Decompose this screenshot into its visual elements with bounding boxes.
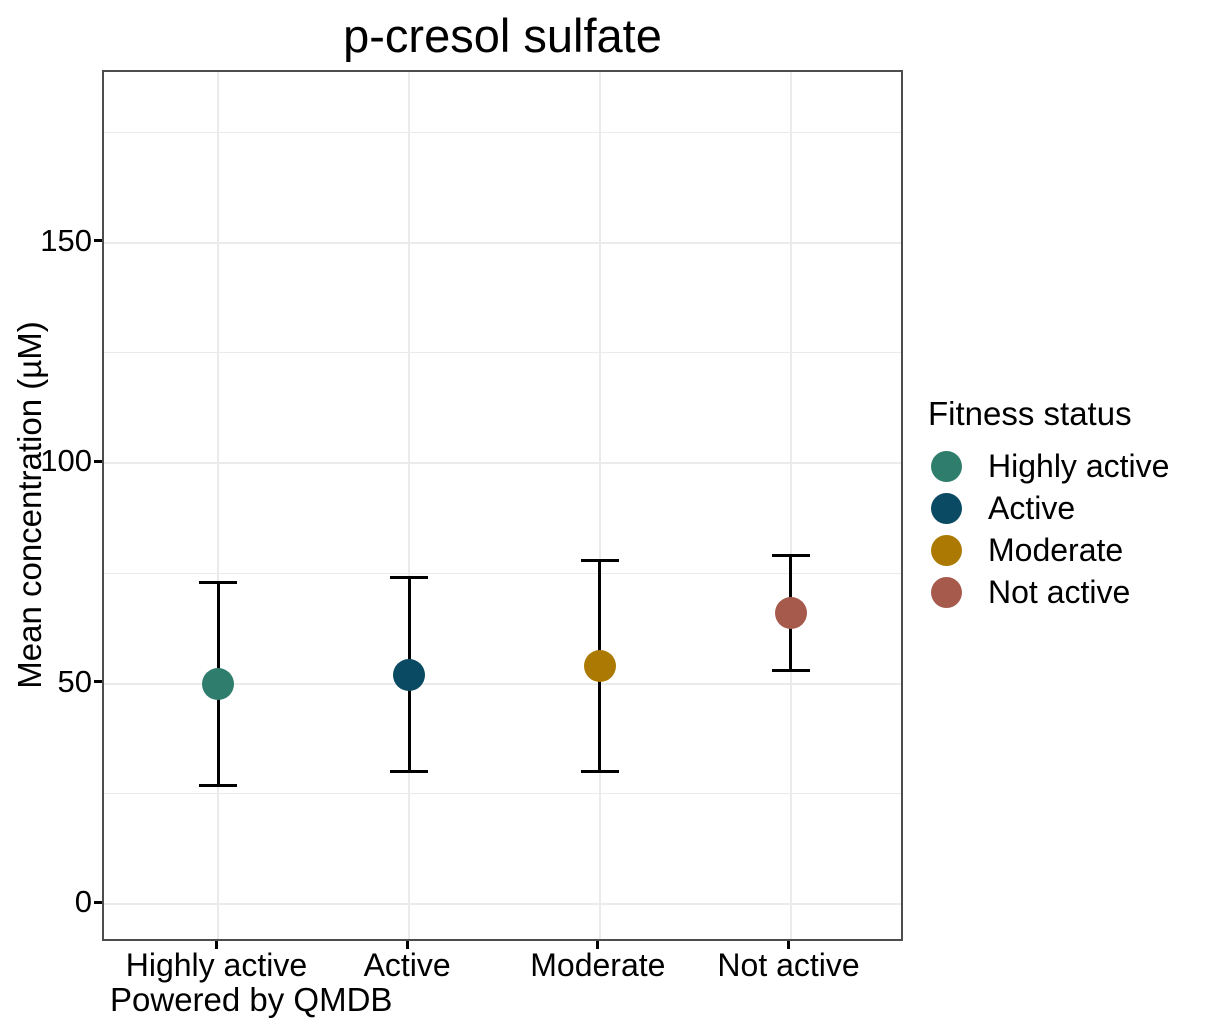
y-axis-title: Mean concentration (µM) <box>11 321 48 689</box>
y-tick <box>94 680 102 684</box>
x-tick <box>214 941 218 949</box>
legend-label: Not active <box>988 574 1131 610</box>
legend-title: Fitness status <box>928 395 1132 432</box>
legend-item-active: Active <box>928 487 1210 529</box>
data-point-not-active <box>774 597 807 630</box>
powered-by-caption: Powered by QMDB <box>110 981 393 1018</box>
legend-marker-not-active <box>931 576 962 608</box>
legend-item-highly-active: Highly active <box>928 445 1210 487</box>
gridline-v <box>217 72 220 939</box>
legend-label: Active <box>988 490 1076 526</box>
x-tick <box>405 941 409 949</box>
data-point-highly-active <box>202 667 235 700</box>
plot-panel <box>102 70 903 941</box>
x-tick <box>787 941 791 949</box>
legend-item-not-active: Not active <box>928 571 1210 613</box>
error-bar-cap-top <box>199 580 238 584</box>
x-tick <box>596 941 600 949</box>
error-bar-cap-top <box>771 554 810 558</box>
error-bar-cap-bottom <box>771 668 810 672</box>
gridline-v <box>598 72 601 939</box>
error-bar-cap-bottom <box>199 783 238 787</box>
error-bar-cap-bottom <box>580 770 619 774</box>
gridline-minor-h <box>104 352 901 354</box>
gridline-major-h <box>104 241 901 244</box>
x-tick-label: Active <box>363 947 451 983</box>
gridline-major-h <box>104 462 901 465</box>
y-tick-label: 0 <box>74 884 92 920</box>
legend-items: Highly active Active Moderate Not active <box>928 445 1210 613</box>
legend-label: Moderate <box>988 532 1124 568</box>
gridline-v <box>408 72 411 939</box>
error-bar-cap-top <box>390 576 429 580</box>
legend-item-moderate: Moderate <box>928 529 1210 571</box>
data-point-moderate <box>583 650 616 683</box>
y-tick-label: 150 <box>40 222 92 258</box>
x-tick-label: Moderate <box>530 947 666 983</box>
x-tick-label: Not active <box>717 947 860 983</box>
gridline-major-h <box>104 682 901 685</box>
legend-label: Highly active <box>988 448 1170 484</box>
y-tick <box>94 900 102 904</box>
y-tick <box>94 239 102 243</box>
error-bar-cap-bottom <box>390 770 429 774</box>
gridline-minor-h <box>104 131 901 133</box>
chart-title: p-cresol sulfate <box>343 9 662 62</box>
gridline-minor-h <box>104 572 901 574</box>
legend-marker-highly-active <box>931 450 962 482</box>
data-point-active <box>393 658 426 691</box>
gridline-major-h <box>104 903 901 906</box>
legend-marker-moderate <box>931 534 962 566</box>
y-tick <box>94 459 102 463</box>
legend-marker-active <box>931 492 962 524</box>
error-bar-cap-top <box>580 558 619 562</box>
legend: Fitness status Highly active Active Modera… <box>928 394 1210 613</box>
gridline-v <box>789 72 792 939</box>
x-tick-label: Highly active <box>125 947 308 983</box>
gridline-minor-h <box>104 793 901 795</box>
